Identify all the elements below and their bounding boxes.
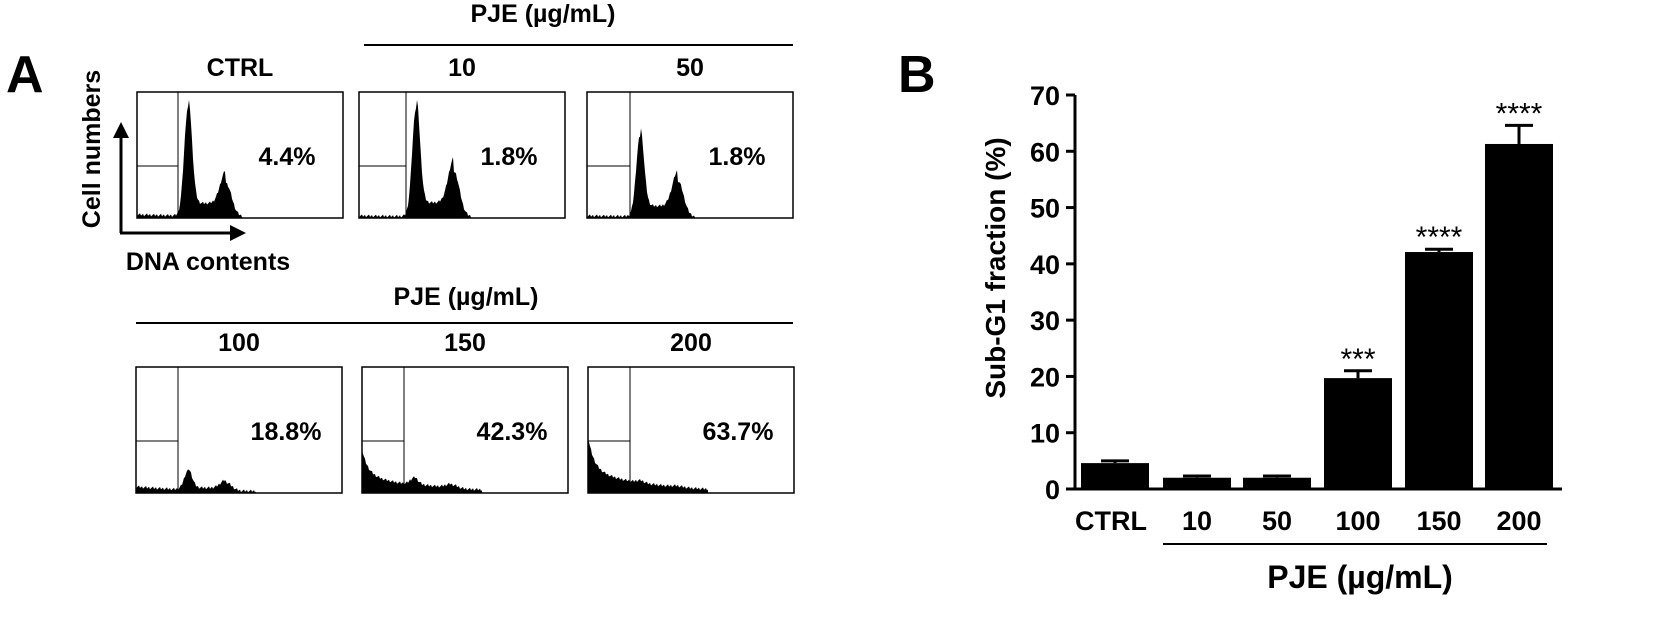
x-tick-label: 50 <box>1262 506 1292 536</box>
sub-g1-percentage: 4.4% <box>259 143 316 171</box>
y-tick-label: 70 <box>1030 81 1060 111</box>
panel-a: A PJE (µg/mL) Cell numbers DNA contents … <box>6 0 795 494</box>
bar-50 <box>1243 477 1311 489</box>
histogram-2: 10 1.8% <box>358 54 566 219</box>
histogram-6: 200 63.7% <box>587 329 795 494</box>
bar-150 <box>1405 252 1473 489</box>
y-axis-title: Sub-G1 fraction (%) <box>980 137 1011 398</box>
top-group-header: PJE (µg/mL) <box>471 0 616 28</box>
histogram-condition-label: 100 <box>218 329 260 357</box>
y-tick-label: 60 <box>1030 137 1060 167</box>
y-tick-label: 30 <box>1030 306 1060 336</box>
significance-marker: **** <box>1416 221 1463 254</box>
histogram-4: 100 18.8% <box>135 329 343 494</box>
sub-g1-percentage: 42.3% <box>477 418 548 446</box>
histogram-condition-label: CTRL <box>207 54 274 82</box>
x-axis-arrowhead <box>230 225 246 241</box>
bottom-group-header: PJE (µg/mL) <box>394 283 539 311</box>
sub-g1-percentage: 1.8% <box>481 143 538 171</box>
panel-b-letter: B <box>898 46 936 104</box>
x-tick-label: 200 <box>1496 506 1541 536</box>
sub-g1-percentage: 63.7% <box>703 418 774 446</box>
x-tick-label: CTRL <box>1075 506 1147 536</box>
y-tick-label: 0 <box>1045 475 1060 505</box>
x-tick-label: 100 <box>1335 506 1380 536</box>
histogram-trace <box>359 100 479 218</box>
sub-g1-percentage: 1.8% <box>709 143 766 171</box>
histogram-frame <box>586 91 794 219</box>
histogram-group: CTRL 4.4% 10 1.8% 50 1.8% 100 18.8% 150 42.3% 200 6… <box>135 54 795 494</box>
bars: CTRL 10 50 *** 100 **** 150 **** 200 <box>1075 97 1553 536</box>
x-tick-label: 10 <box>1182 506 1212 536</box>
histogram-trace <box>136 469 256 493</box>
histogram-trace <box>137 100 257 218</box>
histogram-condition-label: 50 <box>676 54 704 82</box>
y-ticks: 0 10 20 30 40 50 60 70 <box>1030 81 1075 505</box>
panel-a-letter: A <box>6 46 44 104</box>
significance-marker: **** <box>1496 97 1543 130</box>
bar-100 <box>1324 378 1392 489</box>
y-tick-label: 20 <box>1030 362 1060 392</box>
histogram-5: 150 42.3% <box>361 329 569 494</box>
histogram-frame <box>358 91 566 219</box>
histogram-3: 50 1.8% <box>586 54 794 219</box>
bar-ctrl <box>1081 463 1149 489</box>
significance-marker: *** <box>1340 343 1375 376</box>
histogram-trace <box>362 450 482 493</box>
bar-200 <box>1485 143 1553 489</box>
histogram-trace <box>587 128 707 218</box>
y-axis-arrowhead <box>113 122 129 138</box>
y-tick-label: 50 <box>1030 194 1060 224</box>
histogram-frame <box>587 366 795 494</box>
y-tick-label: 10 <box>1030 419 1060 449</box>
histogram-1: CTRL 4.4% <box>136 54 344 219</box>
bar-10 <box>1163 477 1231 489</box>
panel-b: B Sub-G1 fraction (%) 0 10 20 30 40 50 60 70 CT… <box>898 46 1562 595</box>
histogram-frame <box>135 366 343 494</box>
histogram-trace <box>588 437 708 493</box>
x-tick-label: 150 <box>1416 506 1461 536</box>
sub-g1-percentage: 18.8% <box>251 418 322 446</box>
histogram-frame <box>136 91 344 219</box>
x-axis-label: DNA contents <box>126 248 290 276</box>
y-axis-label: Cell numbers <box>78 70 106 228</box>
x-axis-title: PJE (µg/mL) <box>1267 559 1453 595</box>
histogram-condition-label: 10 <box>448 54 476 82</box>
y-tick-label: 40 <box>1030 250 1060 280</box>
histogram-condition-label: 200 <box>670 329 712 357</box>
histogram-frame <box>361 366 569 494</box>
histogram-condition-label: 150 <box>444 329 486 357</box>
